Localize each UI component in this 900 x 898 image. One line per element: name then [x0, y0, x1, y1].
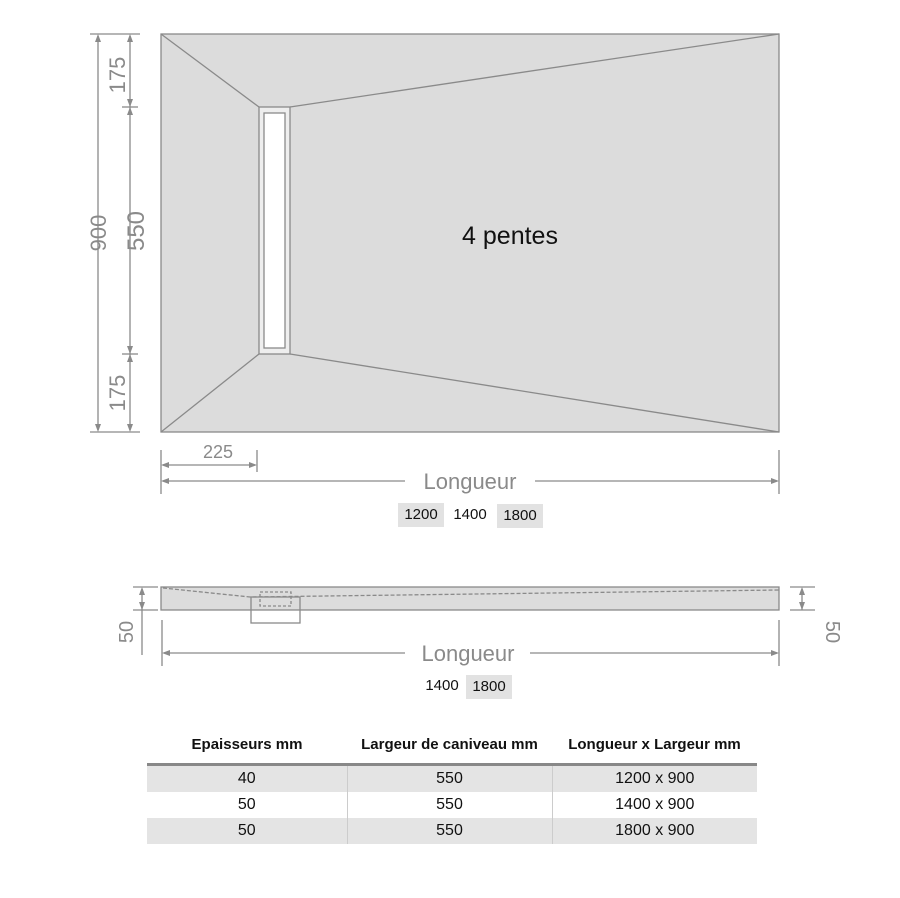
slope-label: 4 pentes [462, 222, 558, 250]
cell: 1800 x 900 [551, 818, 757, 844]
cell: 550 [346, 764, 552, 792]
table-row: 50 550 1800 x 900 [147, 818, 757, 844]
length-option-1800: 1800 [497, 504, 543, 528]
table-header-row: Epaisseurs mm Largeur de caniveau mm Lon… [147, 732, 757, 766]
cell: 1200 x 900 [551, 764, 757, 792]
length-option-1400: 1400 [453, 506, 487, 523]
dim-channel: 550 [123, 211, 150, 251]
side-length-option-1800: 1800 [466, 675, 512, 699]
cell: 50 [237, 796, 256, 813]
length-label-top: Longueur [424, 469, 517, 494]
dim-offset: 225 [203, 442, 233, 462]
cell: 550 [346, 818, 552, 844]
cell: 550 [346, 792, 552, 818]
tray-side-view [160, 586, 780, 611]
header-thickness: Epaisseurs mm [147, 732, 347, 766]
table-row: 50 550 1400 x 900 [147, 792, 757, 818]
header-dimensions: Longueur x Largeur mm [552, 732, 757, 766]
dim-bottom: 175 [105, 375, 130, 412]
dim-side-right: 50 [821, 621, 843, 643]
length-option-1200: 1200 [398, 503, 444, 527]
length-label-side: Longueur [422, 641, 515, 666]
cell: 50 [147, 818, 347, 844]
specs-table: Epaisseurs mm Largeur de caniveau mm Lon… [147, 732, 757, 844]
table-row: 40 550 1200 x 900 [147, 764, 757, 792]
dim-total-width: 900 [86, 215, 111, 252]
side-length-option-1400: 1400 [425, 677, 459, 694]
cell: 1400 x 900 [551, 792, 757, 818]
dim-top: 175 [105, 57, 130, 94]
header-channel-width: Largeur de caniveau mm [347, 732, 552, 766]
dim-side-left: 50 [116, 621, 138, 643]
cell: 40 [147, 764, 347, 792]
